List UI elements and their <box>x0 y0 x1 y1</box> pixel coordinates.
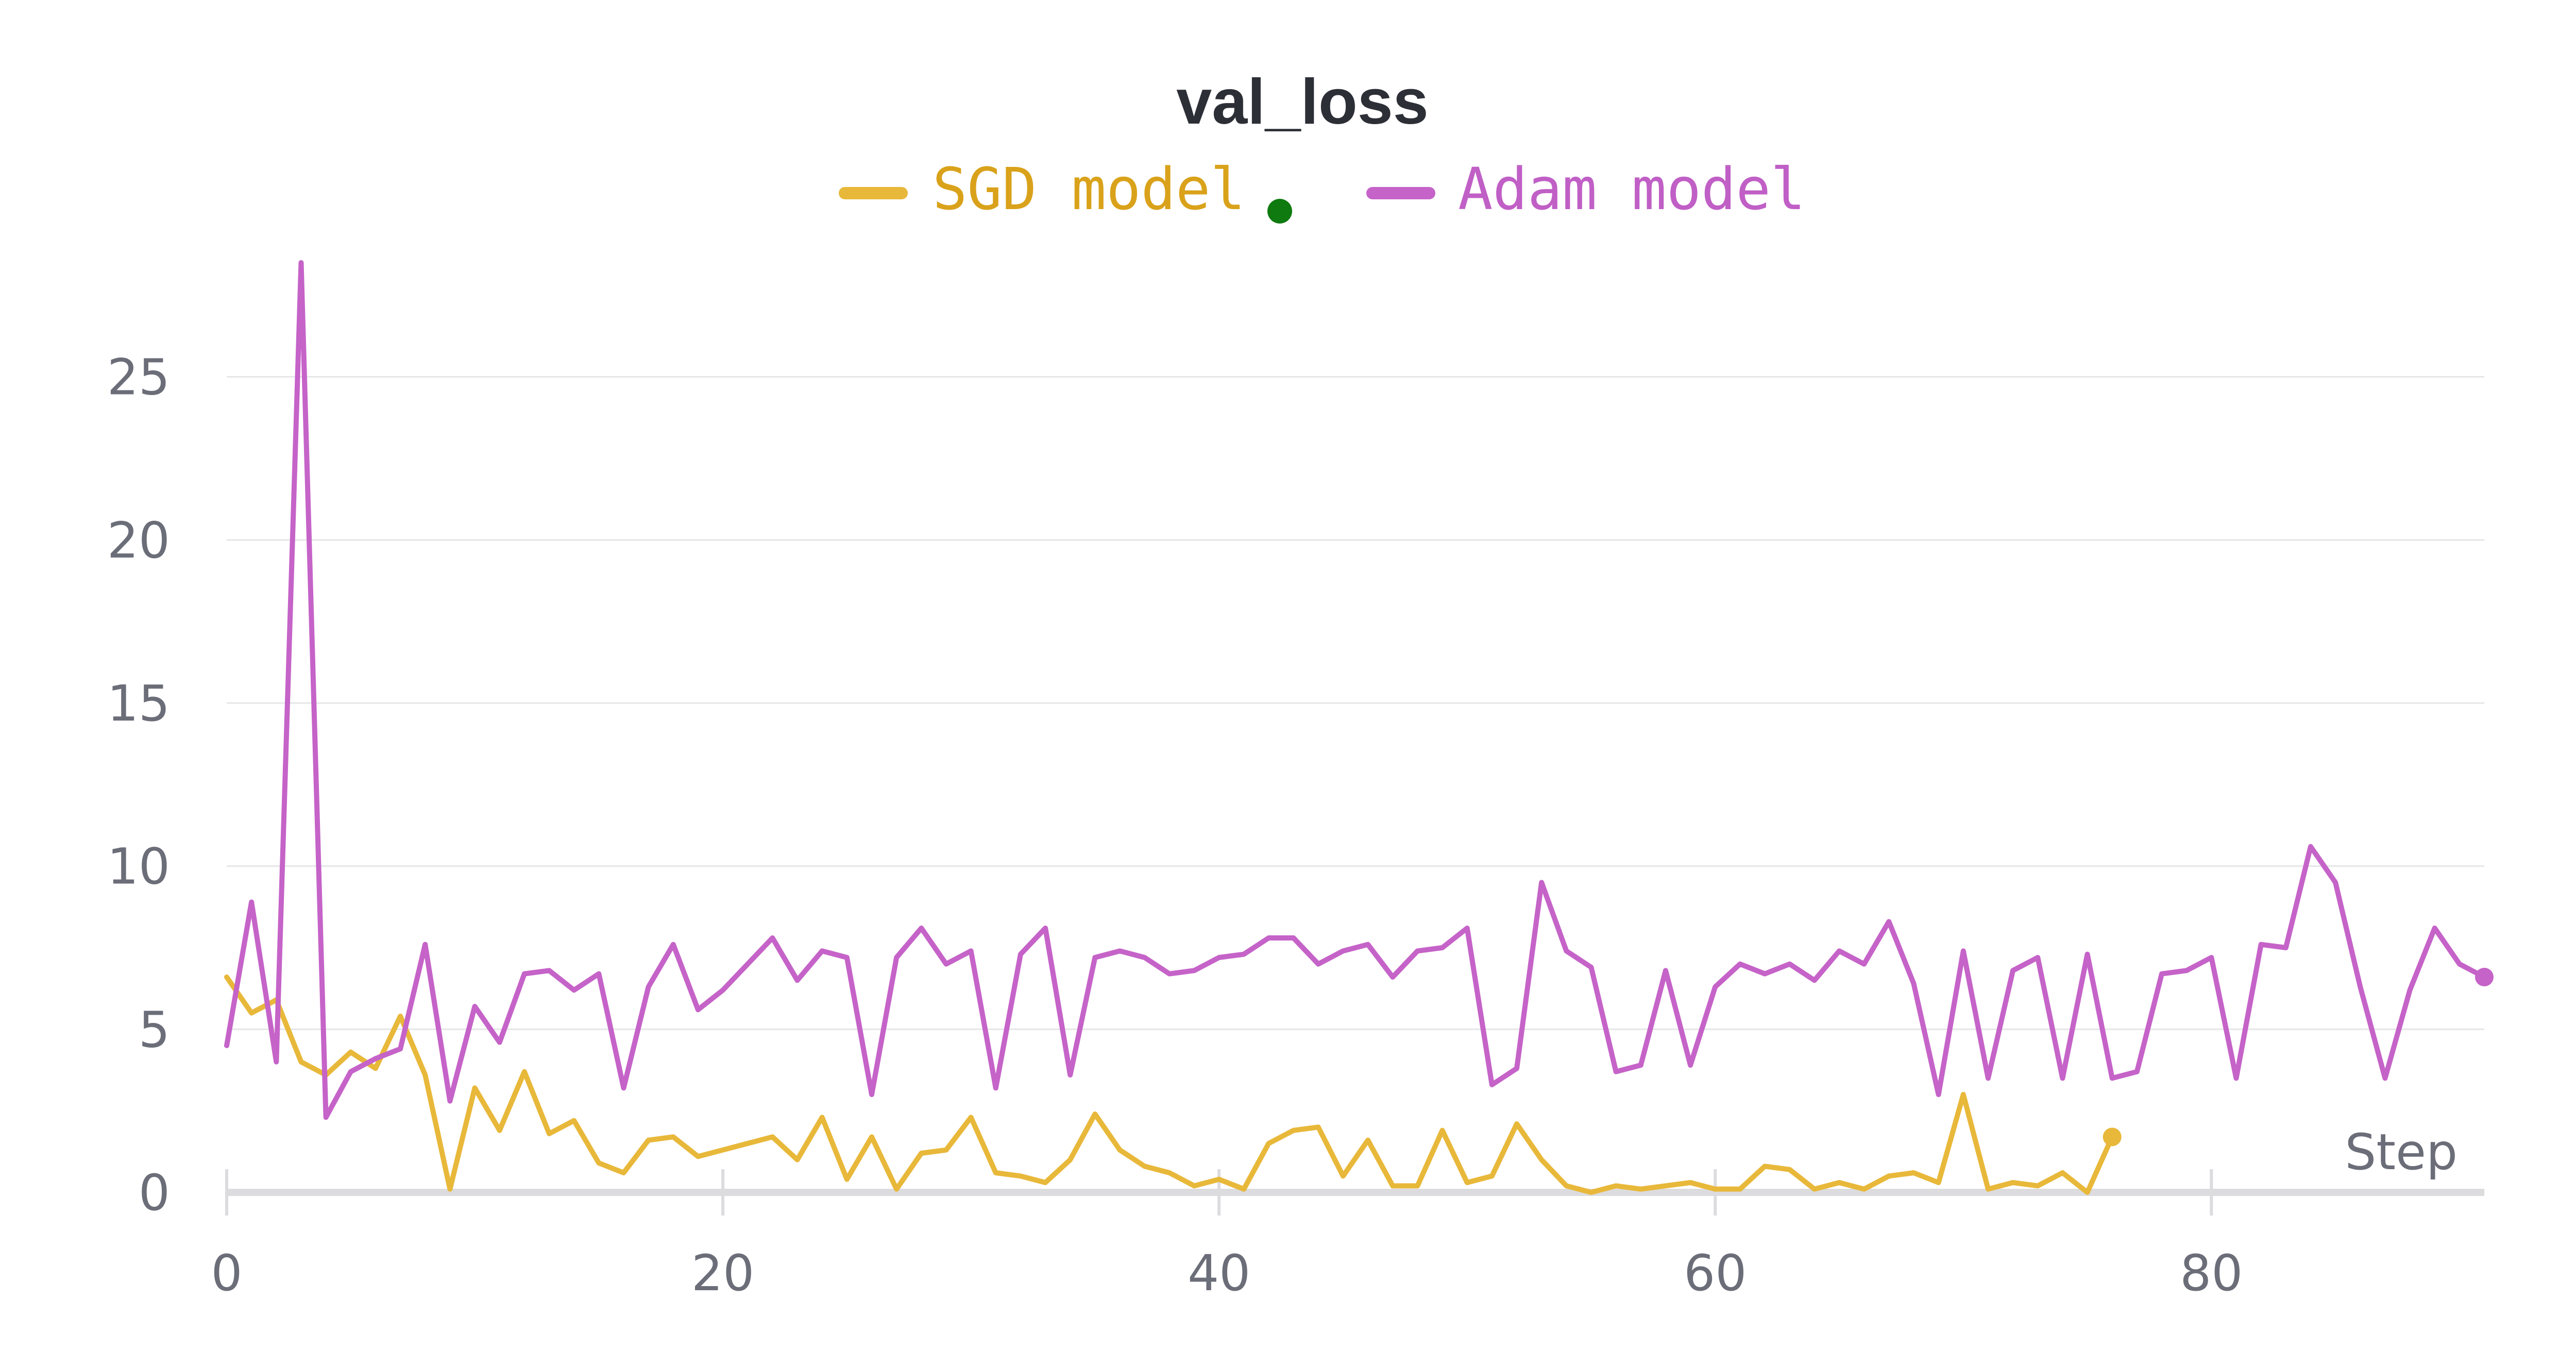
x-tick-label: 80 <box>2180 1244 2243 1302</box>
y-tick-label: 5 <box>139 1001 170 1058</box>
y-tick-label: 10 <box>107 838 170 896</box>
x-tick-label: 0 <box>211 1244 242 1302</box>
grid-lines <box>227 376 2484 1196</box>
series-endpoint-sgd-model[interactable] <box>2103 1127 2122 1147</box>
x-axis-label: Step <box>2345 1123 2458 1181</box>
plot-area[interactable] <box>224 260 2494 1195</box>
x-tick-label: 60 <box>1684 1244 1747 1302</box>
y-tick-label: 25 <box>107 349 170 406</box>
legend[interactable]: SGD model Adam model <box>839 156 1805 224</box>
legend-label-sgd-model: SGD model <box>933 156 1245 223</box>
y-axis-ticks: 0 5 10 15 20 25 <box>107 349 170 1222</box>
legend-item-adam-model[interactable]: Adam model <box>1366 156 1805 223</box>
y-tick-label: 15 <box>107 675 170 732</box>
series-line-adam-model[interactable] <box>224 260 2487 1120</box>
x-axis-ticks: 0 20 40 60 80 <box>211 1169 2243 1302</box>
chart-title: val_loss <box>1176 66 1428 138</box>
x-tick-label: 40 <box>1188 1244 1250 1302</box>
legend-label-adam-model: Adam model <box>1458 156 1805 223</box>
legend-item-sgd-model[interactable]: SGD model <box>839 156 1292 224</box>
x-tick-label: 20 <box>691 1244 754 1302</box>
series-endpoint-adam-model[interactable] <box>2475 968 2494 986</box>
run-status-dot <box>1267 199 1292 224</box>
y-tick-label: 0 <box>139 1164 170 1222</box>
series-line-sgd-model[interactable] <box>224 974 2115 1195</box>
y-tick-label: 20 <box>107 511 170 569</box>
